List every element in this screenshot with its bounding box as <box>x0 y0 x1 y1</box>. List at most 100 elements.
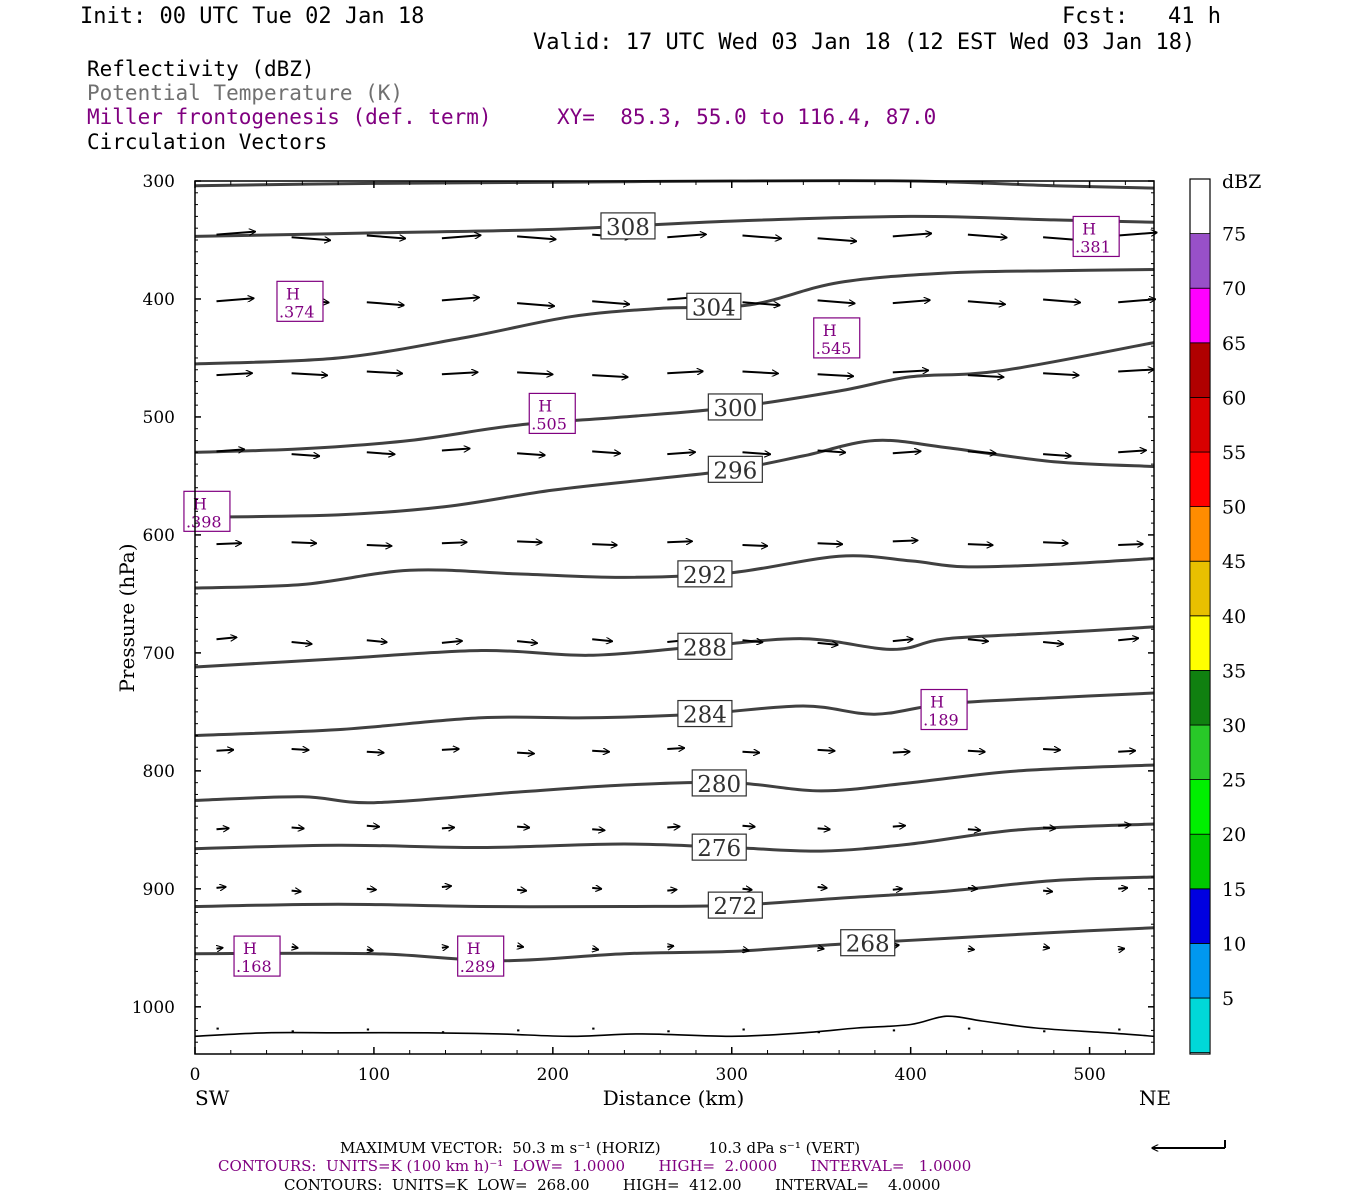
circulation-vector <box>742 452 771 454</box>
circulation-vector <box>667 748 684 749</box>
circulation-vector <box>967 375 1004 377</box>
circulation-vector <box>517 827 529 828</box>
contour-label-box <box>707 891 763 919</box>
circulation-vector <box>291 236 331 240</box>
circulation-vector <box>817 828 830 829</box>
circulation-vector <box>517 946 523 947</box>
circulation-vector <box>817 643 838 645</box>
contour-label: 280 <box>697 772 741 798</box>
circulation-vector <box>1118 370 1154 372</box>
theta-contour-276 <box>194 822 1155 853</box>
circulation-vector <box>742 372 779 374</box>
frontogenesis-max-box <box>183 490 231 532</box>
valid-time: Valid: 17 UTC Wed 03 Jan 18 (12 EST Wed … <box>533 30 1196 55</box>
frontogenesis-max-label: H <box>467 939 481 958</box>
frontogenesis-max-value: .381 <box>1075 237 1111 256</box>
circulation-vector <box>742 545 768 546</box>
circulation-vector <box>366 372 403 374</box>
circulation-vector <box>1118 751 1135 752</box>
contour-label: 268 <box>846 932 890 958</box>
circulation-vector <box>742 640 763 642</box>
circulation-vector <box>1043 828 1055 829</box>
colorbar-swatch <box>1189 506 1211 562</box>
colorbar-swatch <box>1189 396 1211 453</box>
circulation-vector <box>667 234 706 239</box>
circulation-vector <box>216 828 229 829</box>
circulation-vector <box>216 750 234 751</box>
contour-label: 300 <box>713 396 757 422</box>
x-tick-label: 500 <box>1073 1065 1105 1085</box>
circulation-vector <box>516 890 526 891</box>
circulation-vector <box>743 950 749 951</box>
circulation-vector <box>291 454 320 456</box>
circulation-vector <box>216 449 245 451</box>
contour-label: 284 <box>683 703 727 729</box>
circulation-vector <box>892 826 905 827</box>
theta-contour-288 <box>194 625 1155 669</box>
circulation-vector <box>366 234 406 239</box>
circulation-vector <box>742 301 780 305</box>
circulation-vector <box>517 541 542 542</box>
circulation-vector <box>592 949 598 950</box>
colorbar-label: 60 <box>1222 387 1246 409</box>
contour-label-box <box>677 560 733 588</box>
field-frontogenesis: Miller frontogenesis (def. term) <box>87 105 492 129</box>
frontogenesis-max-label: H <box>823 321 837 340</box>
circulation-vector <box>667 541 692 542</box>
colorbar-label: 15 <box>1222 879 1246 901</box>
forecast-hour: Fcst: 41 h <box>1062 4 1221 29</box>
circulation-vector <box>967 751 985 752</box>
circulation-vector <box>817 299 855 303</box>
circulation-vector <box>517 753 534 754</box>
circulation-vector <box>892 752 910 753</box>
circulation-vector <box>1043 298 1080 303</box>
circulation-vector <box>967 888 977 889</box>
theta-contour-300 <box>194 341 1155 454</box>
frontogenesis-max-label: H <box>930 693 944 712</box>
circulation-vector <box>742 234 782 239</box>
colorbar-swatch <box>1189 615 1211 671</box>
colorbar-label: 70 <box>1222 278 1246 300</box>
circulation-vector <box>1118 825 1130 826</box>
contour-label: 304 <box>692 295 736 321</box>
circulation-vector <box>367 950 373 951</box>
contour-label: 296 <box>713 458 757 484</box>
frontogenesis-max-value: .505 <box>531 414 567 433</box>
frontogenesis-max-label: H <box>538 396 552 415</box>
theta-contour-296 <box>194 438 1155 519</box>
y-tick-label: 500 <box>143 408 175 428</box>
circulation-vector <box>967 300 1005 304</box>
circulation-vector <box>291 749 309 750</box>
circulation-vector <box>667 827 679 828</box>
contour-label-box <box>840 929 896 957</box>
circulation-vector <box>366 826 379 827</box>
colorbar-swatch <box>1189 833 1211 890</box>
y-tick-label: 700 <box>143 644 175 664</box>
frontogenesis-max-value: .168 <box>236 957 272 976</box>
theta-contour-268 <box>194 926 1155 963</box>
footer-contours-theta: CONTOURS: UNITS=K LOW= 268.00 HIGH= 412.… <box>284 1176 941 1194</box>
circulation-vector <box>216 887 226 888</box>
plot-frame <box>194 180 1155 1055</box>
circulation-vector <box>1043 947 1049 948</box>
colorbar-swatch <box>1189 943 1211 999</box>
circulation-vector <box>892 370 929 372</box>
frontogenesis-max-value: .545 <box>816 339 852 358</box>
footer-contours-frontogenesis: CONTOURS: UNITS=K (100 km h)⁻¹ LOW= 1.00… <box>218 1157 972 1175</box>
x-axis-label: Distance (km) <box>603 1086 745 1110</box>
circulation-vector <box>742 752 760 753</box>
colorbar-label: 35 <box>1222 660 1246 682</box>
contour-label: 272 <box>713 894 757 920</box>
circulation-vector <box>216 232 256 236</box>
frontogenesis-max-label: H <box>243 939 257 958</box>
circulation-vector <box>441 886 451 887</box>
circulation-vector <box>517 235 556 239</box>
theta-contour-284 <box>194 691 1155 737</box>
circulation-vector <box>1118 638 1138 640</box>
circulation-vector <box>216 298 254 303</box>
colorbar-swatch <box>1189 724 1211 780</box>
ne-end-label: NE <box>1139 1086 1171 1110</box>
circulation-vector <box>892 889 902 890</box>
circulation-vector <box>667 452 695 454</box>
